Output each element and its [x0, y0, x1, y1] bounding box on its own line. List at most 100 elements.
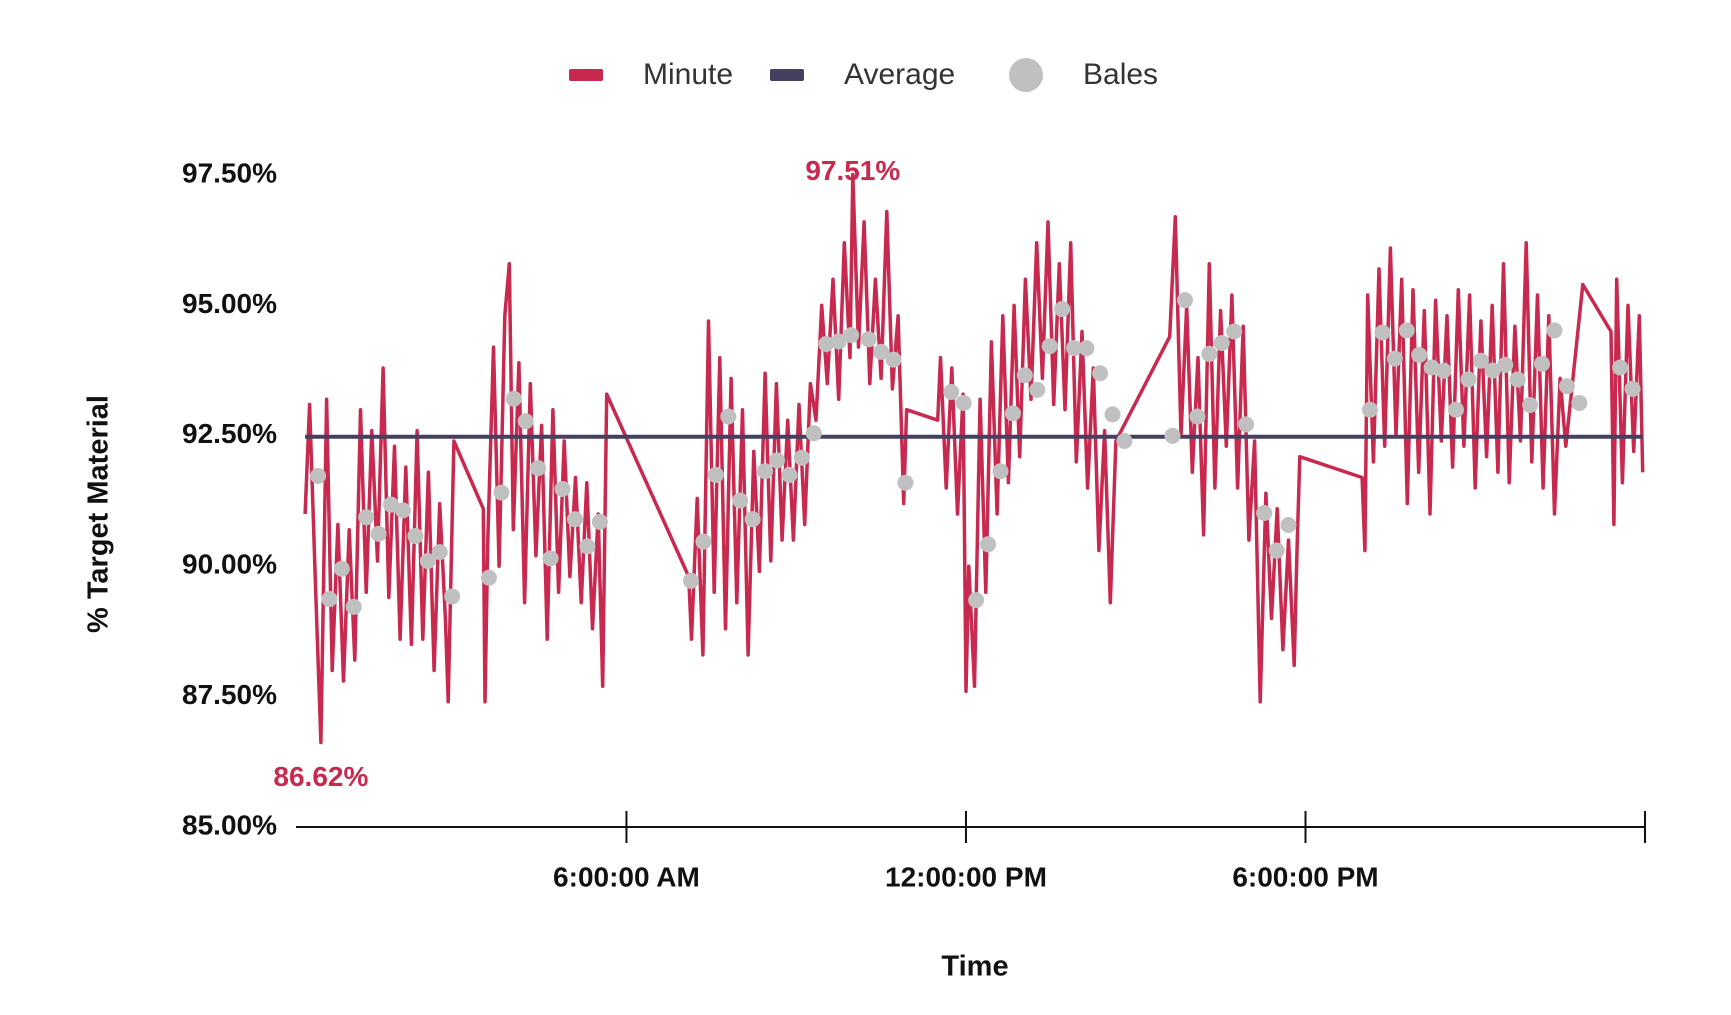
y-tick-label: 85.00%	[182, 809, 277, 840]
bale-point	[1238, 416, 1255, 433]
x-tick-label: 6:00:00 PM	[1232, 861, 1378, 892]
bale-point	[505, 390, 522, 407]
bale-point	[818, 335, 835, 352]
bale-point	[805, 425, 822, 442]
bale-point	[579, 538, 596, 555]
bale-point	[1386, 350, 1403, 367]
bale-point	[980, 536, 997, 553]
bale-point	[757, 463, 774, 480]
bale-point	[1612, 359, 1629, 376]
bale-point	[1546, 322, 1563, 339]
bale-point	[1256, 504, 1273, 521]
bale-point	[1472, 352, 1489, 369]
bale-point	[968, 592, 985, 609]
bale-point	[542, 550, 559, 567]
bale-point	[873, 343, 890, 360]
bale-point	[444, 588, 461, 605]
legend-label: Average	[844, 58, 955, 91]
bale-point	[1066, 340, 1083, 357]
bale-point	[383, 496, 400, 513]
bale-point	[394, 502, 411, 519]
bale-point	[1268, 542, 1285, 559]
bale-point	[1041, 338, 1058, 355]
bale-point	[1078, 340, 1095, 357]
bale-point	[897, 474, 914, 491]
bale-point	[1522, 397, 1539, 414]
bale-point	[1213, 334, 1230, 351]
bale-point	[566, 511, 583, 528]
bale-point	[358, 509, 375, 526]
bale-point	[1016, 367, 1033, 384]
bale-point	[1534, 355, 1551, 372]
bale-point	[1104, 406, 1121, 423]
bale-point	[1361, 401, 1378, 418]
bale-point	[885, 351, 902, 368]
bale-point	[1176, 292, 1193, 309]
bale-point	[1497, 356, 1514, 373]
bale-point	[695, 533, 712, 550]
bale-point	[407, 527, 424, 544]
bale-point	[1460, 371, 1477, 388]
bale-point	[345, 598, 362, 615]
bale-point	[1226, 323, 1243, 340]
bale-point	[955, 394, 972, 411]
bale-point	[720, 408, 737, 425]
bale-point	[860, 331, 877, 348]
bale-point	[431, 544, 448, 561]
bale-point	[1484, 362, 1501, 379]
bale-point	[321, 591, 338, 608]
bale-point	[843, 327, 860, 344]
bale-point	[793, 449, 810, 466]
bale-point	[830, 333, 847, 350]
bale-point	[1029, 381, 1046, 398]
bale-point	[1435, 362, 1452, 379]
bale-point	[1624, 380, 1641, 397]
bale-point	[1201, 345, 1218, 362]
bale-point	[744, 511, 761, 528]
bale-point	[517, 413, 534, 430]
y-tick-label: 87.50%	[182, 679, 277, 710]
x-tick-label: 6:00:00 AM	[553, 861, 700, 892]
bale-point	[1004, 405, 1021, 422]
extreme-label: 97.51%	[805, 155, 900, 186]
bale-point	[480, 569, 497, 586]
bale-point	[1189, 408, 1206, 425]
bale-point	[1092, 365, 1109, 382]
bale-point	[1116, 433, 1133, 450]
y-tick-label: 95.00%	[182, 288, 277, 319]
bale-point	[1509, 371, 1526, 388]
series-line	[303, 172, 1645, 745]
bale-point	[992, 463, 1009, 480]
y-tick-label: 92.50%	[182, 418, 277, 449]
bale-point	[1558, 378, 1575, 395]
bale-point	[732, 492, 749, 509]
bale-point	[530, 460, 547, 477]
x-tick-label: 12:00:00 PM	[885, 861, 1047, 892]
bale-point	[554, 481, 571, 498]
y-tick-label: 90.00%	[182, 549, 277, 580]
x-axis-title: Time	[941, 951, 1008, 983]
bale-point	[1448, 401, 1465, 418]
bale-point	[1571, 394, 1588, 411]
legend-swatch	[1009, 58, 1043, 92]
legend-label: Bales	[1083, 58, 1158, 91]
bale-point	[1374, 324, 1391, 341]
bale-point	[1280, 516, 1297, 533]
bale-point	[682, 572, 699, 589]
legend-swatch	[770, 69, 804, 81]
bale-point	[591, 513, 608, 530]
bale-point	[943, 383, 960, 400]
extreme-label: 86.62%	[273, 761, 368, 792]
bale-point	[370, 525, 387, 542]
y-axis-title: % Target Material	[83, 395, 115, 633]
bale-point	[493, 484, 510, 501]
legend-label: Minute	[643, 58, 733, 91]
legend-swatch	[569, 69, 603, 81]
bale-point	[781, 466, 798, 483]
bale-point	[1411, 346, 1428, 363]
bale-point	[419, 552, 436, 569]
bale-point	[707, 466, 724, 483]
bale-point	[333, 560, 350, 577]
